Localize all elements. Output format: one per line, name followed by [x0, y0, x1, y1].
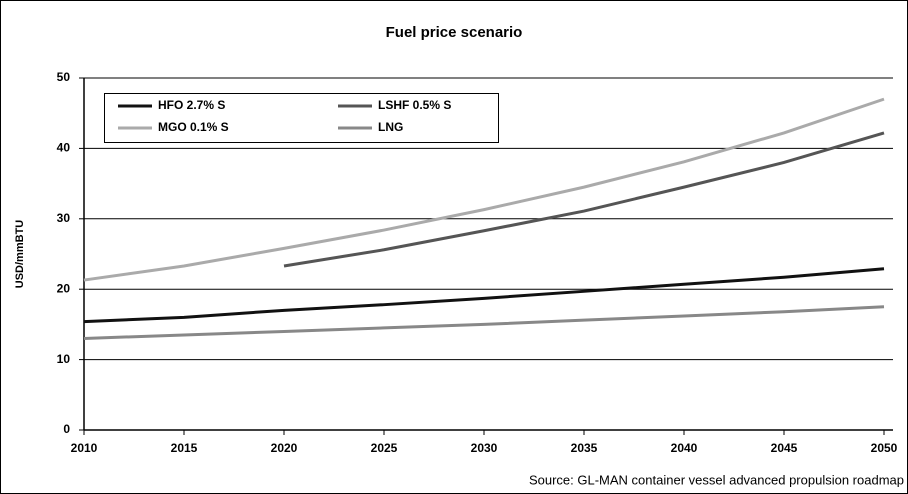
- legend-label: MGO 0.1% S: [158, 120, 229, 134]
- x-tick-label: 2030: [471, 441, 498, 455]
- y-axis-label: USD/mmBTU: [14, 220, 26, 289]
- legend-label: LNG: [378, 120, 403, 134]
- x-tick-label: 2045: [771, 441, 798, 455]
- x-tick-label: 2025: [371, 441, 398, 455]
- y-tick-label: 30: [57, 211, 71, 225]
- series-line: [83, 305, 885, 340]
- series-line: [283, 131, 885, 268]
- x-tick-label: 2040: [671, 441, 698, 455]
- y-tick-label: 0: [63, 422, 70, 436]
- y-tick-label: 10: [57, 352, 71, 366]
- legend-box: [104, 93, 499, 143]
- y-tick-label: 40: [57, 141, 71, 155]
- y-tick-label: 50: [57, 70, 71, 84]
- x-tick-label: 2020: [271, 441, 298, 455]
- legend-label: HFO 2.7% S: [158, 98, 225, 112]
- y-tick-label: 20: [57, 281, 71, 295]
- source-note: Source: GL-MAN container vessel advanced…: [529, 472, 904, 487]
- x-tick-label: 2015: [171, 441, 198, 455]
- series-line: [83, 97, 885, 282]
- x-tick-label: 2010: [71, 441, 98, 455]
- legend-label: LSHF 0.5% S: [378, 98, 451, 112]
- series-line: [83, 267, 885, 324]
- x-tick-label: 2035: [571, 441, 598, 455]
- chart-title: Fuel price scenario: [386, 24, 523, 41]
- x-tick-label: 2050: [871, 441, 898, 455]
